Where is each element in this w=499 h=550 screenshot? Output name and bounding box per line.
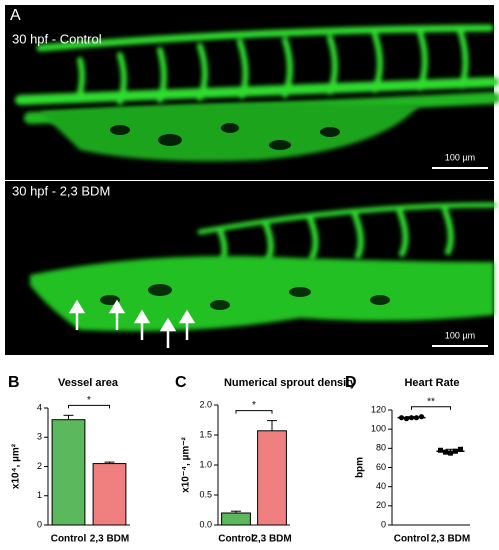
y-tick-label: 0.5 — [199, 489, 212, 499]
y-tick-label: 40 — [376, 481, 386, 491]
y-axis-label: x10⁴, µm² — [11, 443, 22, 489]
y-tick-label: 120 — [371, 404, 386, 414]
data-point — [458, 446, 463, 452]
bar — [51, 419, 86, 526]
x-tick-label: Control — [218, 534, 254, 545]
bar — [221, 512, 251, 526]
micrograph-bdm — [5, 181, 497, 355]
chart-title: Heart Rate — [404, 377, 459, 389]
y-axis-label: bpm — [355, 457, 366, 478]
significance-label: ** — [427, 396, 435, 407]
x-tick-label: 2,3 BDM — [90, 534, 129, 545]
significance-bracket — [235, 410, 273, 414]
significance-label: * — [252, 400, 256, 411]
y-tick-label: 100 — [371, 424, 386, 434]
data-point — [413, 415, 420, 421]
x-tick-label: 2,3 BDM — [431, 534, 470, 545]
y-tick-label: 4 — [37, 402, 42, 412]
panel-label: A — [10, 7, 21, 24]
panel-label: B — [8, 374, 20, 391]
scale-bar-label: 100 µm — [445, 152, 475, 162]
micrograph-control — [5, 5, 499, 180]
y-tick-label: 0.0 — [199, 519, 212, 529]
data-point — [418, 414, 425, 420]
image-label: 30 hpf - Control — [12, 31, 102, 46]
y-tick-label: 3 — [37, 432, 42, 442]
y-tick-label: 80 — [376, 443, 386, 453]
scale-bar-label: 100 µm — [445, 330, 475, 340]
x-tick-label: 2,3 BDM — [252, 534, 291, 545]
y-tick-label: 20 — [376, 500, 386, 510]
chart-title: Vessel area — [58, 377, 119, 389]
chart-title: Numerical sprout density — [224, 377, 357, 389]
y-tick-label: 2.0 — [199, 399, 212, 409]
y-tick-label: 2 — [37, 461, 42, 471]
y-tick-label: 1 — [37, 490, 42, 500]
image-label: 30 hpf - 2,3 BDM — [12, 183, 110, 198]
data-point — [398, 415, 405, 421]
panel-label: D — [345, 374, 357, 391]
x-tick-label: Control — [394, 534, 430, 545]
y-tick-label: 0 — [37, 519, 42, 529]
data-point — [448, 450, 453, 456]
data-point — [408, 415, 415, 421]
data-point — [443, 449, 448, 455]
data-point — [438, 447, 443, 453]
y-tick-label: 1.0 — [199, 459, 212, 469]
panel-label: C — [175, 374, 187, 391]
significance-label: * — [87, 395, 91, 406]
y-tick-label: 0 — [381, 519, 386, 529]
significance-bracket — [68, 404, 110, 409]
y-tick-label: 1.5 — [199, 429, 212, 439]
bar — [92, 463, 127, 526]
y-tick-label: 60 — [376, 462, 386, 472]
significance-bracket — [411, 406, 451, 410]
x-tick-label: Control — [51, 534, 87, 545]
data-point — [453, 448, 458, 454]
data-point — [403, 416, 410, 422]
bar — [257, 430, 287, 526]
y-axis-label: x10⁻⁴, µm⁻² — [181, 436, 192, 492]
